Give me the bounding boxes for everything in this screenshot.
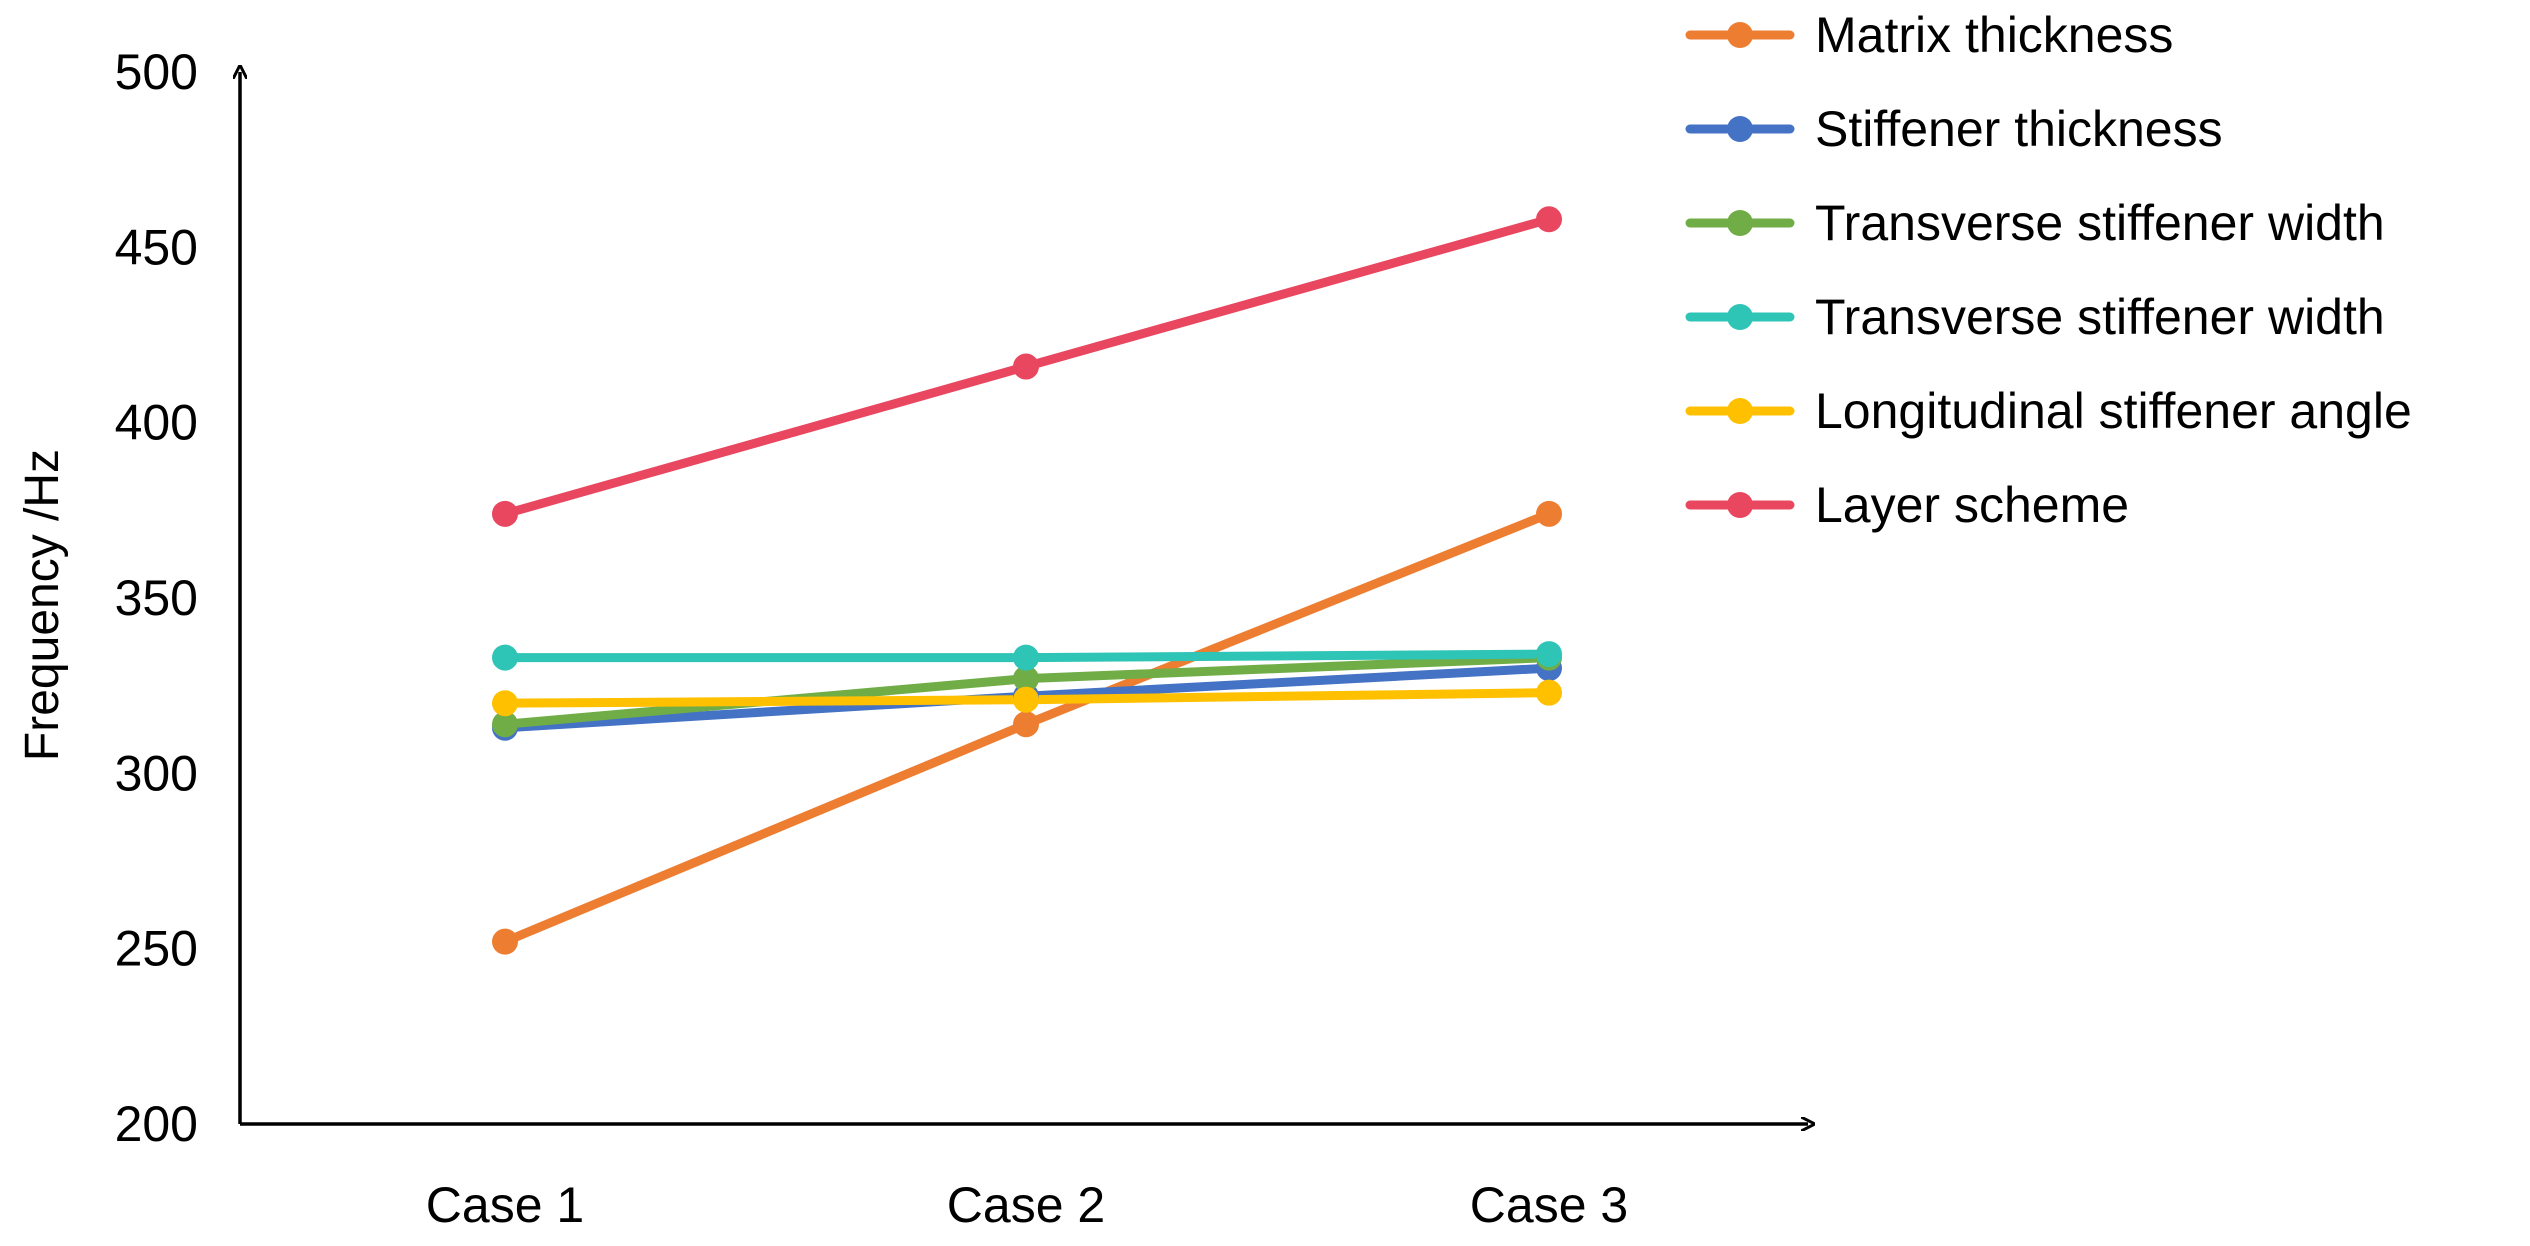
legend: Matrix thickness Stiffener thickness Trans… <box>1685 7 2412 533</box>
data-point <box>1013 665 1039 692</box>
data-point <box>492 500 518 527</box>
y-tick-label: 500 <box>115 44 198 100</box>
legend-item: Matrix thickness <box>1685 7 2173 63</box>
legend-item: Transverse stiffener width <box>1685 195 2385 251</box>
legend-label: Longitudinal stiffener angle <box>1815 383 2412 439</box>
legend-item: Layer scheme <box>1685 477 2129 533</box>
y-tick-label: 300 <box>115 745 198 801</box>
y-tick-label: 450 <box>115 219 198 275</box>
legend-swatch-marker <box>1727 210 1753 236</box>
legend-label: Transverse stiffener width <box>1815 289 2385 345</box>
series-points <box>492 206 1562 955</box>
legend-label: Matrix thickness <box>1815 7 2173 63</box>
legend-swatch-marker <box>1727 304 1753 330</box>
legend-label: Transverse stiffener width <box>1815 195 2385 251</box>
data-point <box>1013 353 1039 380</box>
series-lines <box>500 214 1554 947</box>
data-point <box>492 690 518 717</box>
y-tick-label: 200 <box>115 1096 198 1152</box>
y-tick-label: 400 <box>115 395 198 451</box>
y-tick-labels: 200 250 300 350 400 450 500 <box>115 44 198 1152</box>
legend-swatch-marker <box>1727 116 1753 142</box>
data-point <box>1013 644 1039 671</box>
x-tick-label: Case 1 <box>426 1177 584 1233</box>
legend-swatch-marker <box>1727 22 1753 48</box>
data-point <box>1536 206 1562 233</box>
data-point <box>1013 686 1039 713</box>
y-tick-label: 250 <box>115 921 198 977</box>
data-point <box>492 711 518 738</box>
legend-swatch-marker <box>1727 492 1753 518</box>
legend-label: Layer scheme <box>1815 477 2129 533</box>
x-tick-label: Case 2 <box>947 1177 1105 1233</box>
data-point <box>492 928 518 955</box>
legend-label: Stiffener thickness <box>1815 101 2223 157</box>
x-tick-label: Case 3 <box>1470 1177 1628 1233</box>
x-tick-labels: Case 1 Case 2 Case 3 <box>426 1177 1628 1233</box>
legend-item: Transverse stiffener width <box>1685 289 2385 345</box>
y-axis-title: Frequency /Hz <box>16 449 69 761</box>
data-point <box>1536 500 1562 527</box>
data-point <box>492 644 518 671</box>
legend-item: Longitudinal stiffener angle <box>1685 383 2412 439</box>
data-point <box>1536 641 1562 668</box>
data-point <box>1536 679 1562 706</box>
y-tick-label: 350 <box>115 570 198 626</box>
legend-swatch-marker <box>1727 398 1753 424</box>
legend-item: Stiffener thickness <box>1685 101 2223 157</box>
data-point <box>1013 711 1039 738</box>
